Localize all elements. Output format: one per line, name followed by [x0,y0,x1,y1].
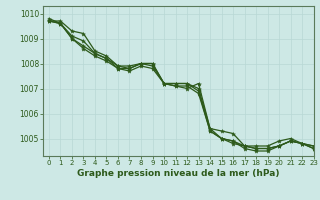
X-axis label: Graphe pression niveau de la mer (hPa): Graphe pression niveau de la mer (hPa) [77,169,280,178]
